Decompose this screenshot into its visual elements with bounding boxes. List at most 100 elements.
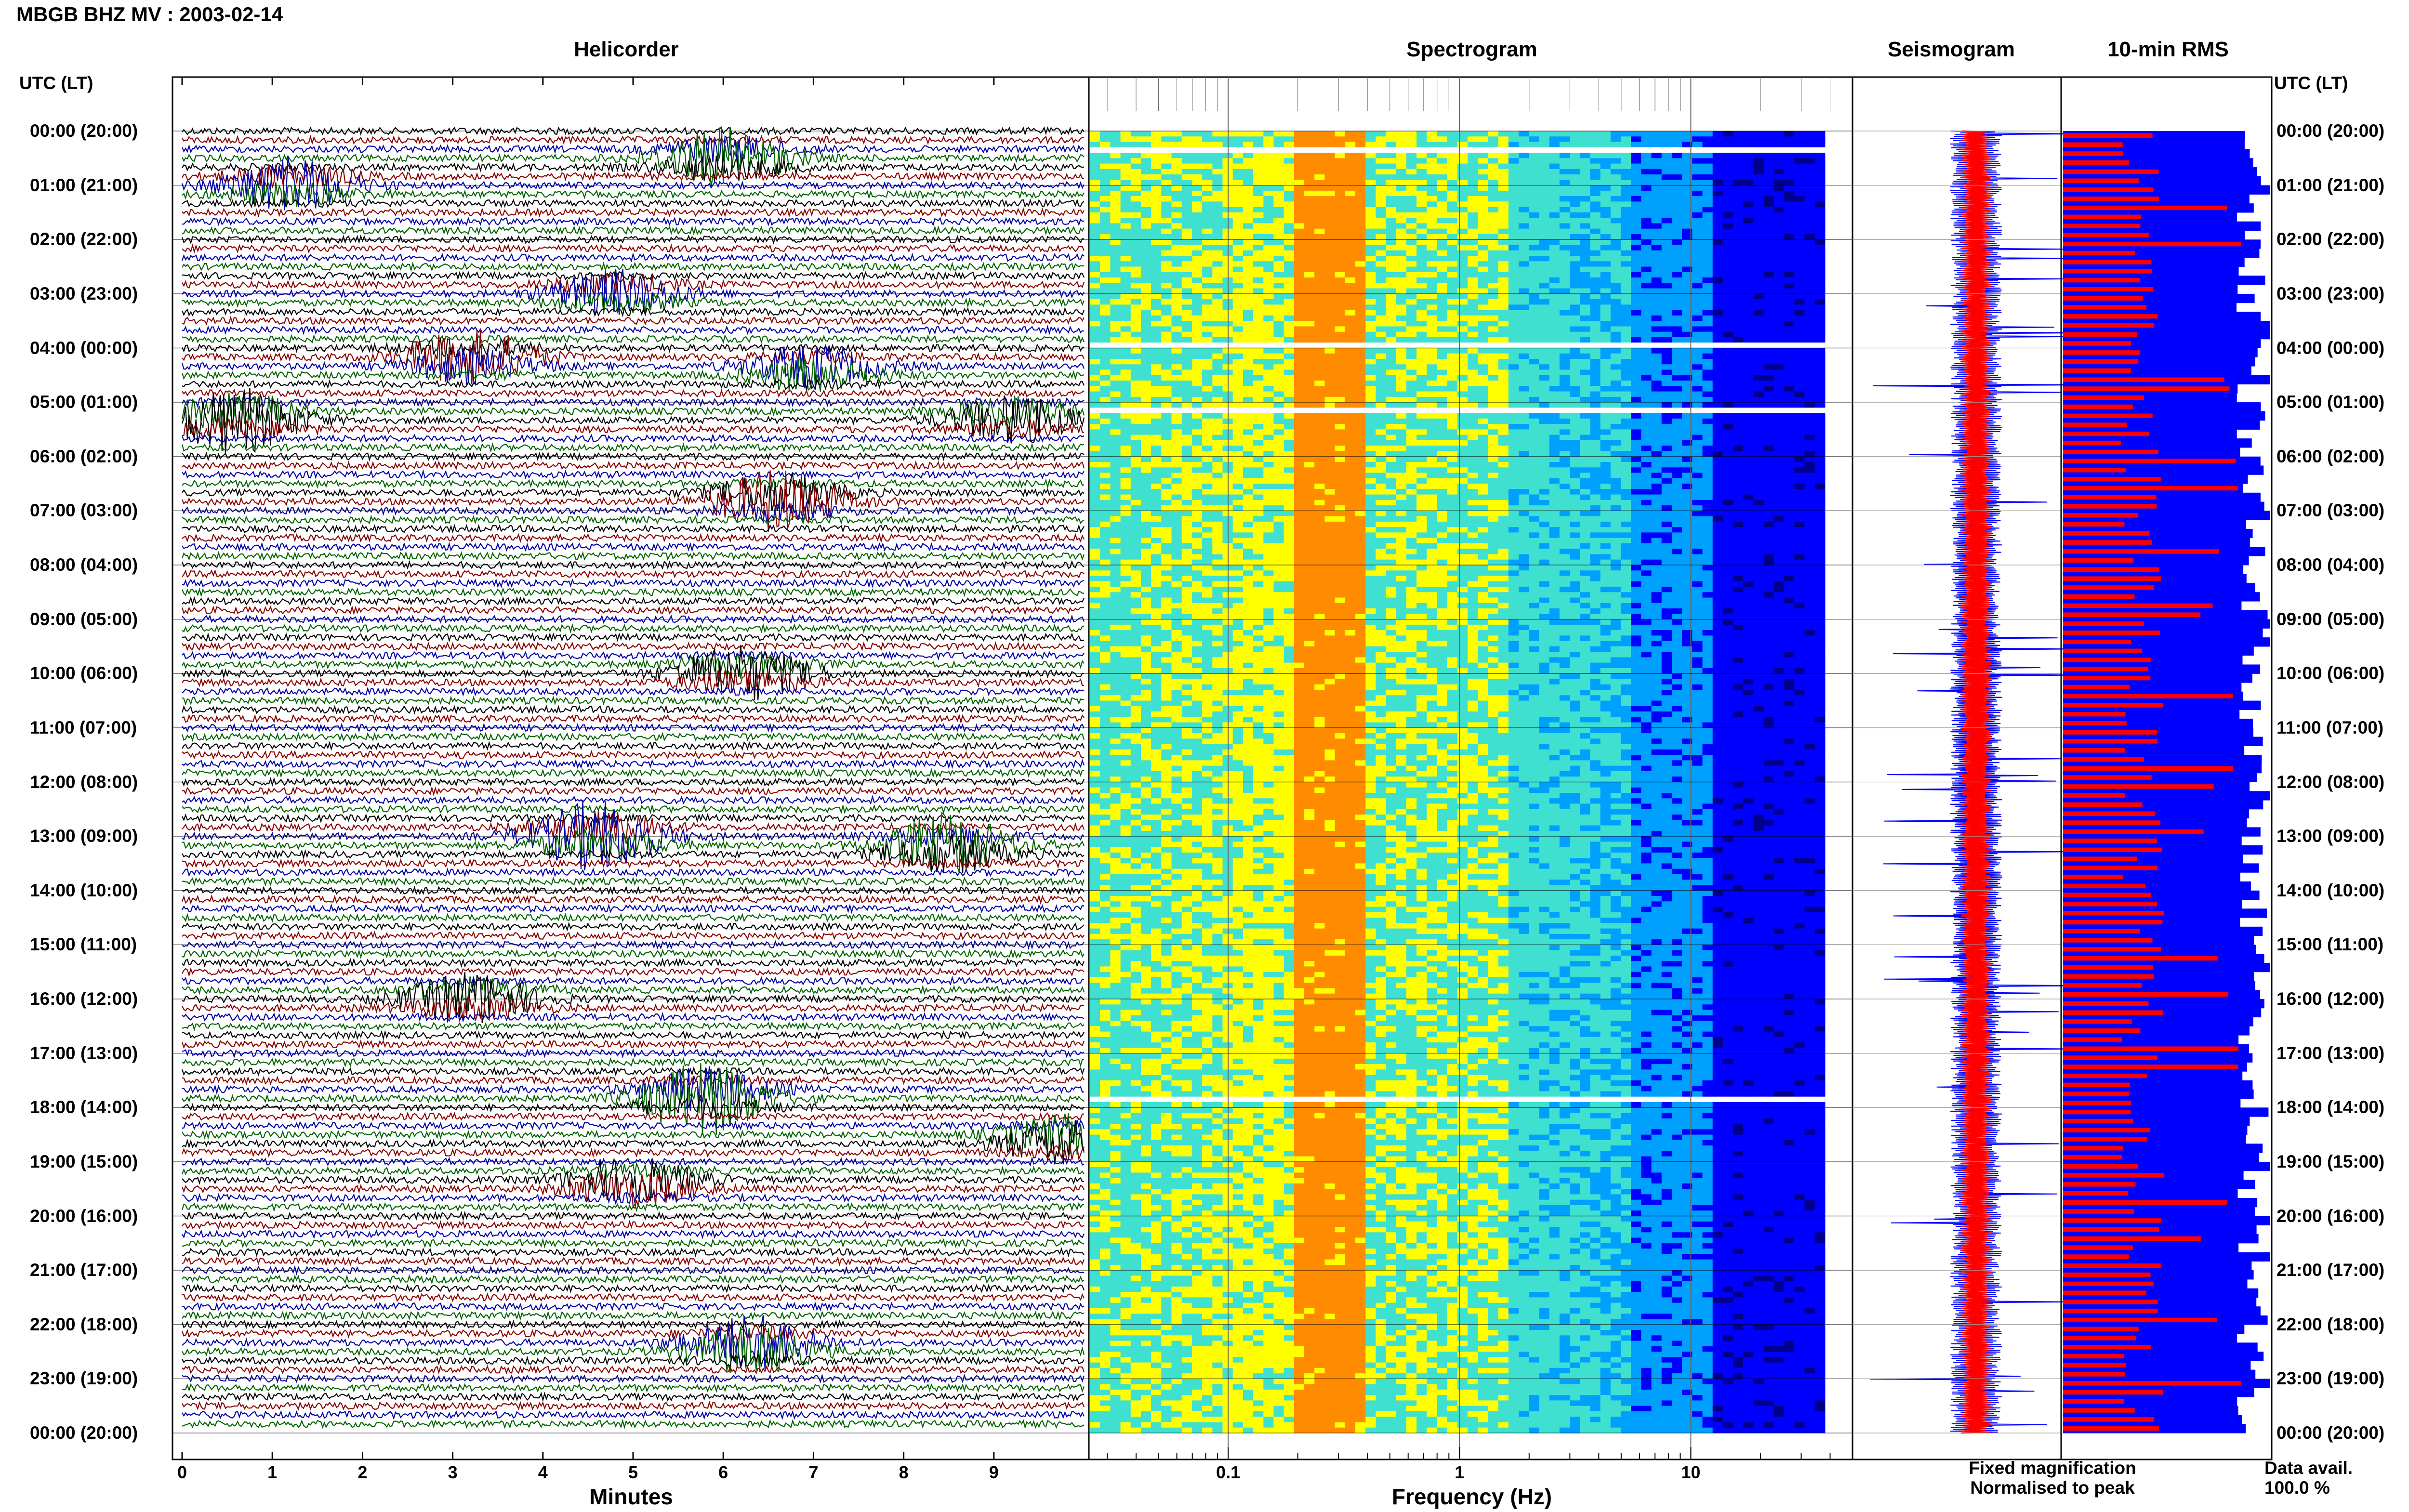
spectrogram-cell [1212, 245, 1223, 251]
spectrogram-cell [1090, 473, 1100, 479]
spectrogram-cell [1620, 364, 1631, 370]
spectrogram-cell [1335, 375, 1346, 381]
spectrogram-cell [1692, 429, 1703, 435]
spectrogram-cell [1468, 315, 1478, 321]
spectrogram-cell [1416, 353, 1427, 359]
spectrogram-cell [1365, 272, 1376, 278]
spectrogram-cell [1600, 245, 1611, 251]
spectrogram-cell [1437, 337, 1448, 343]
spectrogram-cell [1141, 147, 1152, 153]
spectrogram-cell [1651, 266, 1662, 273]
spectrogram-cell [1661, 364, 1672, 370]
spectrogram-cell [1488, 174, 1499, 180]
spectrogram-cell [1661, 342, 1672, 348]
spectrogram-cell [1090, 418, 1100, 424]
spectrogram-cell [1457, 142, 1468, 148]
spectrogram-cell [1396, 337, 1407, 343]
spectrogram-cell [1488, 484, 1499, 489]
time-label-right: 02:00 (22:00) [2277, 229, 2385, 250]
spectrogram-cell [1120, 266, 1131, 273]
spectrogram-cell [1427, 239, 1438, 245]
spectrogram-cell [1570, 277, 1580, 283]
spectrogram-cell [1590, 293, 1601, 300]
spectrogram-cell [1345, 429, 1356, 435]
spectrogram-cell [1232, 359, 1244, 365]
spectrogram-cell [1406, 473, 1417, 479]
spectrogram-cell [1488, 391, 1499, 397]
spectrogram-cell [1610, 153, 1621, 158]
spectrogram-cell [1549, 234, 1560, 240]
spectrogram-cell [1406, 364, 1417, 370]
spectrogram-cell [1488, 315, 1499, 321]
spectrogram-cell [1722, 440, 1734, 446]
spectrogram-cell [1570, 321, 1580, 327]
spectrogram-cell [1804, 293, 1815, 300]
spectrogram-cell [1804, 201, 1815, 208]
spectrogram-cell [1141, 434, 1152, 441]
spectrogram-cell [1753, 256, 1764, 262]
spectrogram-cell [1253, 169, 1264, 175]
spectrogram-cell [1416, 256, 1427, 262]
spectrogram-cell [1641, 386, 1652, 392]
spectrogram-cell [1529, 321, 1539, 327]
spectrogram-cell [1733, 386, 1744, 392]
spectrogram-cell [1191, 218, 1203, 224]
spectrogram-cell [1161, 413, 1172, 419]
spectrogram-cell [1386, 369, 1397, 376]
spectrogram-cell [1212, 413, 1223, 419]
spectrogram-cell [1335, 223, 1346, 229]
spectrogram-cell [1763, 201, 1774, 208]
spectrogram-cell [1294, 456, 1305, 462]
spectrogram-cell [1232, 266, 1244, 273]
spectrogram-cell [1243, 234, 1254, 240]
spectrogram-cell [1722, 456, 1734, 462]
spectrogram-cell [1508, 484, 1519, 489]
spectrogram-cell [1712, 402, 1723, 408]
spectrogram-cell [1304, 342, 1315, 348]
spectrogram-cell [1539, 462, 1550, 468]
spectrogram-cell [1702, 228, 1713, 235]
helicorder-trace [182, 695, 1085, 706]
spectrogram-cell [1100, 256, 1111, 262]
spectrogram-cell [1641, 245, 1652, 251]
spectrogram-cell [1519, 473, 1529, 479]
spectrogram-cell [1722, 272, 1734, 278]
spectrogram-cell [1488, 348, 1499, 354]
spectrogram-cell [1671, 321, 1682, 327]
spectrogram-cell [1284, 218, 1295, 224]
spectrogram-cell [1171, 163, 1182, 170]
spectrogram-cell [1529, 381, 1539, 386]
spectrogram-cell [1437, 353, 1448, 359]
spectrogram-cell [1314, 369, 1325, 376]
spectrogram-cell [1427, 381, 1438, 386]
spectrogram-cell [1661, 190, 1672, 197]
spectrogram-cell [1692, 245, 1703, 251]
spectrogram-cell [1386, 456, 1397, 462]
spectrogram-cell [1692, 418, 1703, 424]
spectrogram-cell [1549, 310, 1560, 316]
spectrogram-cell [1130, 321, 1141, 327]
spectrogram-cell [1324, 218, 1336, 224]
spectrogram-cell [1631, 440, 1641, 446]
spectrogram-cell [1191, 451, 1203, 457]
spectrogram-cell [1468, 359, 1478, 365]
spectrogram-cell [1774, 147, 1785, 153]
spectrogram-cell [1641, 381, 1652, 386]
spectrogram-cell [1651, 473, 1662, 479]
spectrogram-cell [1478, 359, 1489, 365]
spectrogram-cell [1661, 201, 1672, 208]
spectrogram-cell [1304, 234, 1315, 240]
spectrogram-cell [1631, 348, 1641, 354]
spectrogram-cell [1478, 250, 1489, 256]
spectrogram-cell [1610, 451, 1621, 457]
spectrogram-cell [1141, 396, 1152, 403]
spectrogram-cell [1712, 473, 1723, 479]
spectrogram-cell [1784, 353, 1795, 359]
spectrogram-cell [1386, 364, 1397, 370]
spectrogram-cell [1712, 283, 1723, 289]
spectrogram-cell [1763, 136, 1774, 142]
spectrogram-cell [1712, 304, 1723, 311]
spectrogram-cell [1539, 310, 1550, 316]
spectrogram-cell [1600, 266, 1611, 273]
spectrogram-cell [1763, 223, 1774, 229]
